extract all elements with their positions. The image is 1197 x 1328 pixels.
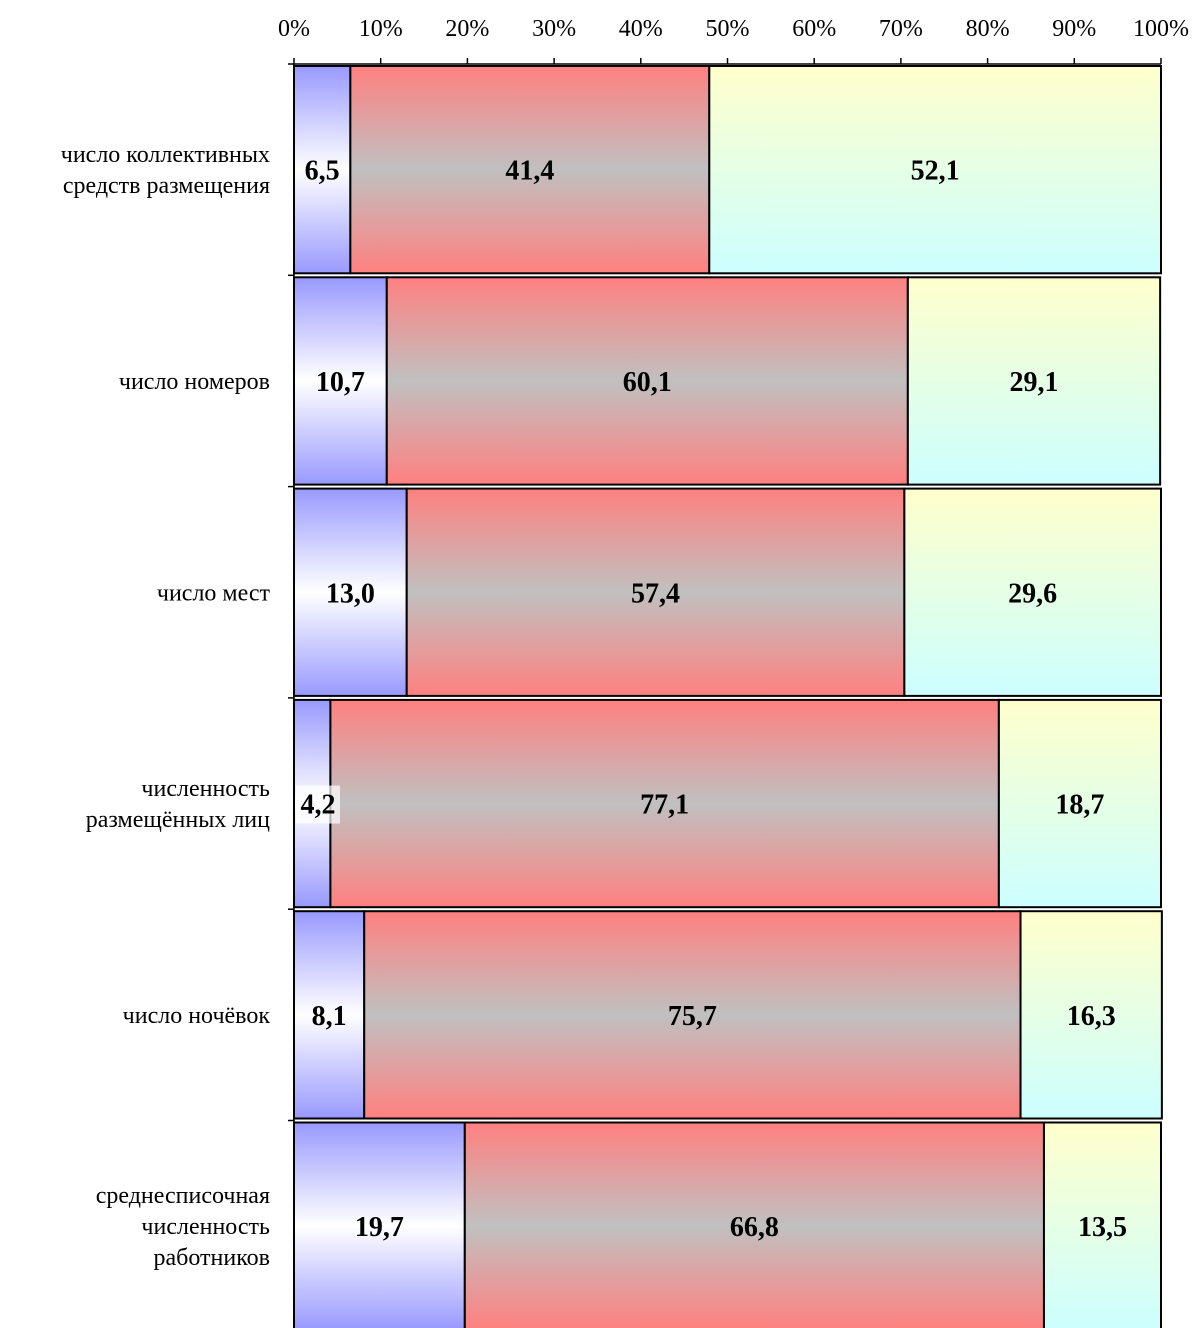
data-label: 4,2	[301, 790, 336, 821]
data-label: 10,7	[316, 367, 365, 398]
data-label: 13,0	[326, 578, 375, 609]
data-label: 52,1	[911, 156, 960, 187]
category-label: численность	[141, 1214, 270, 1240]
data-label: 66,8	[730, 1212, 779, 1243]
x-tick-label: 40%	[619, 16, 663, 42]
bar-segment	[329, 698, 1000, 909]
bar-segment	[708, 65, 1163, 275]
bars	[293, 65, 1163, 1328]
data-label-bg	[296, 785, 340, 824]
data-label: 16,3	[1067, 1001, 1116, 1032]
data-label: 57,4	[631, 578, 680, 609]
x-tick-label: 20%	[445, 16, 489, 42]
data-label: 75,7	[668, 1001, 717, 1032]
bar-segment	[293, 1121, 466, 1328]
data-label: 60,1	[623, 367, 672, 398]
bar-segment	[293, 276, 388, 486]
bar-segment	[1019, 910, 1163, 1120]
bar-segment	[903, 487, 1162, 697]
bar-segment	[906, 276, 1162, 486]
bar-segment	[405, 487, 906, 697]
bar-segment	[997, 698, 1162, 909]
bar-segment	[293, 65, 352, 275]
category-label: число ночёвок	[123, 1003, 271, 1029]
category-label: размещённых лиц	[86, 807, 270, 833]
x-tick-label: 0%	[278, 16, 310, 42]
x-tick-label: 50%	[706, 16, 750, 42]
x-tick-label: 80%	[966, 16, 1010, 42]
labels: число коллективных средств размещения числ…	[61, 142, 1127, 1271]
category-label: работников	[154, 1245, 271, 1271]
bar-segment	[385, 276, 909, 486]
x-tick-label: 90%	[1052, 16, 1096, 42]
bar-segment	[293, 487, 408, 697]
x-tick-label: 60%	[792, 16, 836, 42]
data-label: 41,4	[505, 156, 554, 187]
data-label: 8,1	[312, 1001, 347, 1032]
data-label: 19,7	[355, 1212, 404, 1243]
category-label: численность	[141, 776, 270, 802]
category-label: число номеров	[119, 369, 270, 395]
data-label: 18,7	[1055, 790, 1104, 821]
category-label: число мест	[157, 580, 271, 606]
x-tick-label: 10%	[359, 16, 403, 42]
data-label: 13,5	[1078, 1212, 1127, 1243]
x-tick-label: 100%	[1133, 16, 1189, 42]
data-label: 6,5	[305, 156, 340, 187]
x-tick-label: 30%	[532, 16, 576, 42]
category-label: число коллективных	[61, 142, 270, 168]
x-axis: 0% 10% 20% 30% 40% 50% 60% 70% 80% 90% 100%	[278, 16, 1189, 1328]
bar-segment	[463, 1121, 1045, 1328]
bar-segment	[349, 65, 711, 275]
data-label: 77,1	[640, 790, 689, 821]
category-label: средств размещения	[63, 173, 270, 199]
x-tick-label: 70%	[879, 16, 923, 42]
bar-segment	[293, 910, 366, 1120]
bar-segment	[363, 910, 1022, 1120]
category-label: среднесписочная	[96, 1183, 270, 1209]
data-label: 29,1	[1009, 367, 1058, 398]
data-label: 29,6	[1008, 578, 1057, 609]
bar-segment	[1042, 1121, 1162, 1328]
